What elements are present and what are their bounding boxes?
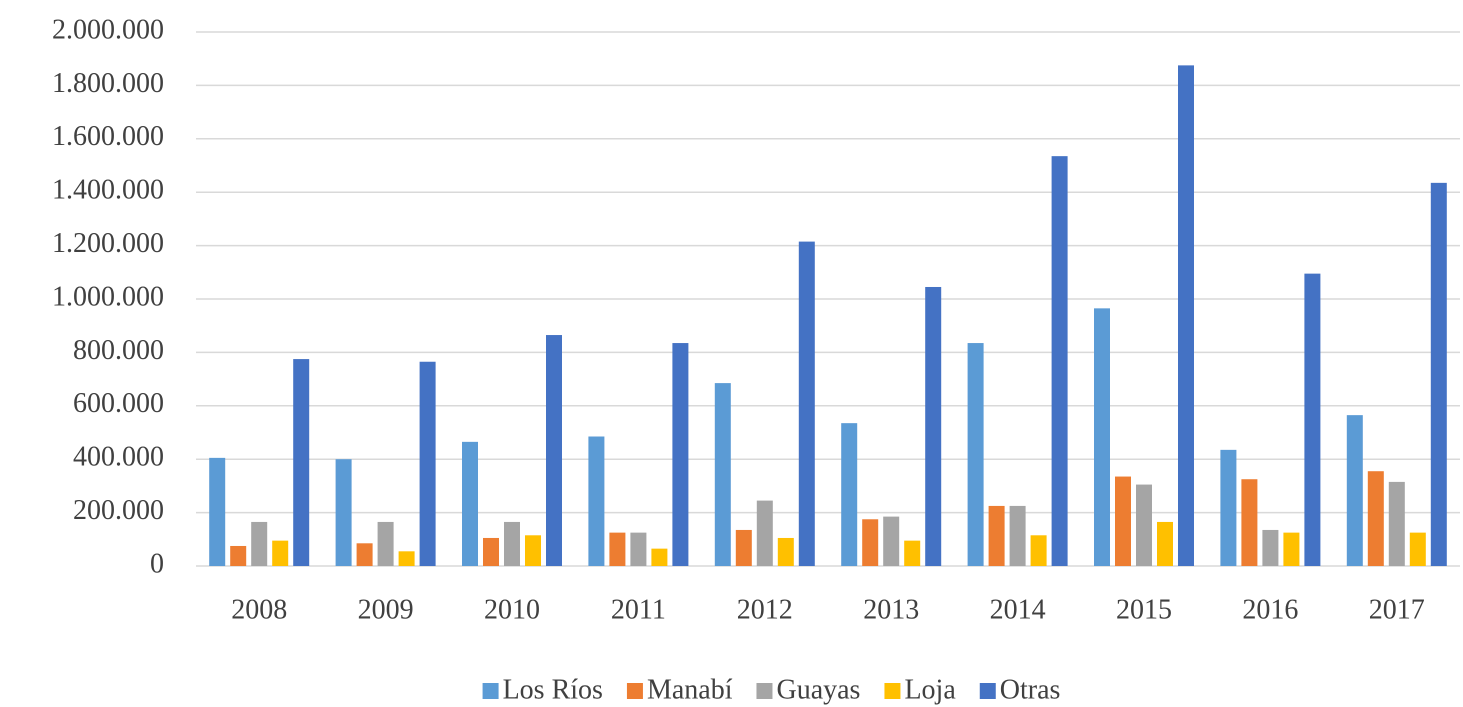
y-tick-label: 200.000 <box>73 495 164 526</box>
legend-swatch <box>756 683 773 699</box>
bar <box>883 516 900 566</box>
bar <box>651 548 668 566</box>
y-tick-label: 1.800.000 <box>52 68 164 99</box>
bar <box>1051 156 1068 566</box>
bar <box>1178 65 1194 566</box>
legend-swatch <box>482 683 499 699</box>
bar <box>1409 532 1426 566</box>
bar <box>1430 182 1447 567</box>
bar <box>588 436 605 566</box>
x-tick-label: 2017 <box>1369 594 1425 625</box>
bar <box>1388 481 1405 566</box>
bar <box>630 532 647 566</box>
bar <box>419 361 436 566</box>
y-tick-label: 400.000 <box>73 442 164 473</box>
bar <box>1220 449 1237 566</box>
bar <box>841 423 858 566</box>
x-tick-label: 2016 <box>1242 594 1298 625</box>
bar <box>398 551 415 566</box>
bar <box>504 521 520 566</box>
x-tick-label: 2009 <box>358 594 414 625</box>
y-tick-label: 800.000 <box>73 335 164 366</box>
bar <box>377 521 394 566</box>
legend-swatch <box>884 683 901 699</box>
bar <box>904 540 921 566</box>
legend-label: Los Ríos <box>503 674 603 705</box>
x-tick-label: 2014 <box>990 594 1046 625</box>
x-tick-label: 2008 <box>231 594 287 625</box>
y-tick-label: 2.000.000 <box>52 14 164 45</box>
bar <box>272 540 289 566</box>
y-tick-label: 600.000 <box>73 388 164 419</box>
bar <box>1241 479 1258 566</box>
bar <box>967 343 984 566</box>
bar <box>230 545 247 566</box>
x-tick-label: 2011 <box>611 594 666 625</box>
y-tick-label: 1.600.000 <box>52 121 164 152</box>
bar <box>335 459 352 566</box>
bar <box>777 537 794 566</box>
bar <box>1283 532 1300 566</box>
bar <box>735 529 752 566</box>
legend-swatch <box>626 683 643 699</box>
legend-label: Manabí <box>647 674 733 705</box>
bar <box>672 343 689 566</box>
bar <box>1304 273 1321 566</box>
bar <box>293 359 310 566</box>
bar <box>1136 484 1152 566</box>
bar <box>251 521 268 566</box>
legend: Los Ríos Manabí Guayas Loja Otras <box>482 674 1061 705</box>
bar <box>714 383 731 566</box>
bar <box>1262 529 1279 566</box>
legend-swatch <box>979 683 996 699</box>
x-tick-label: 2012 <box>737 594 793 625</box>
bar <box>609 532 626 566</box>
bar <box>1009 505 1026 566</box>
bar <box>862 519 879 566</box>
bar <box>756 500 773 566</box>
bar <box>925 286 942 566</box>
legend-label: Guayas <box>776 674 860 705</box>
bar <box>1115 476 1131 566</box>
legend-label: Otras <box>1000 674 1061 705</box>
x-tick-label: 2010 <box>484 594 540 625</box>
bar <box>1030 535 1047 566</box>
bar <box>1367 471 1384 566</box>
bar <box>798 241 815 566</box>
legend-label: Loja <box>904 674 956 705</box>
bar <box>462 441 478 566</box>
x-tick-label: 2013 <box>863 594 919 625</box>
y-tick-label: 0 <box>150 548 164 579</box>
bar <box>988 505 1005 566</box>
bar <box>546 335 562 566</box>
bar <box>525 535 541 566</box>
bar <box>1157 521 1173 566</box>
bar <box>1094 308 1110 566</box>
bar <box>483 537 499 566</box>
y-tick-label: 1.400.000 <box>52 175 164 206</box>
y-tick-label: 1.200.000 <box>52 228 164 259</box>
bar <box>1346 415 1363 566</box>
bar <box>356 543 373 566</box>
bar <box>209 457 226 566</box>
x-tick-label: 2015 <box>1116 594 1172 625</box>
y-tick-label: 1.000.000 <box>52 281 164 312</box>
